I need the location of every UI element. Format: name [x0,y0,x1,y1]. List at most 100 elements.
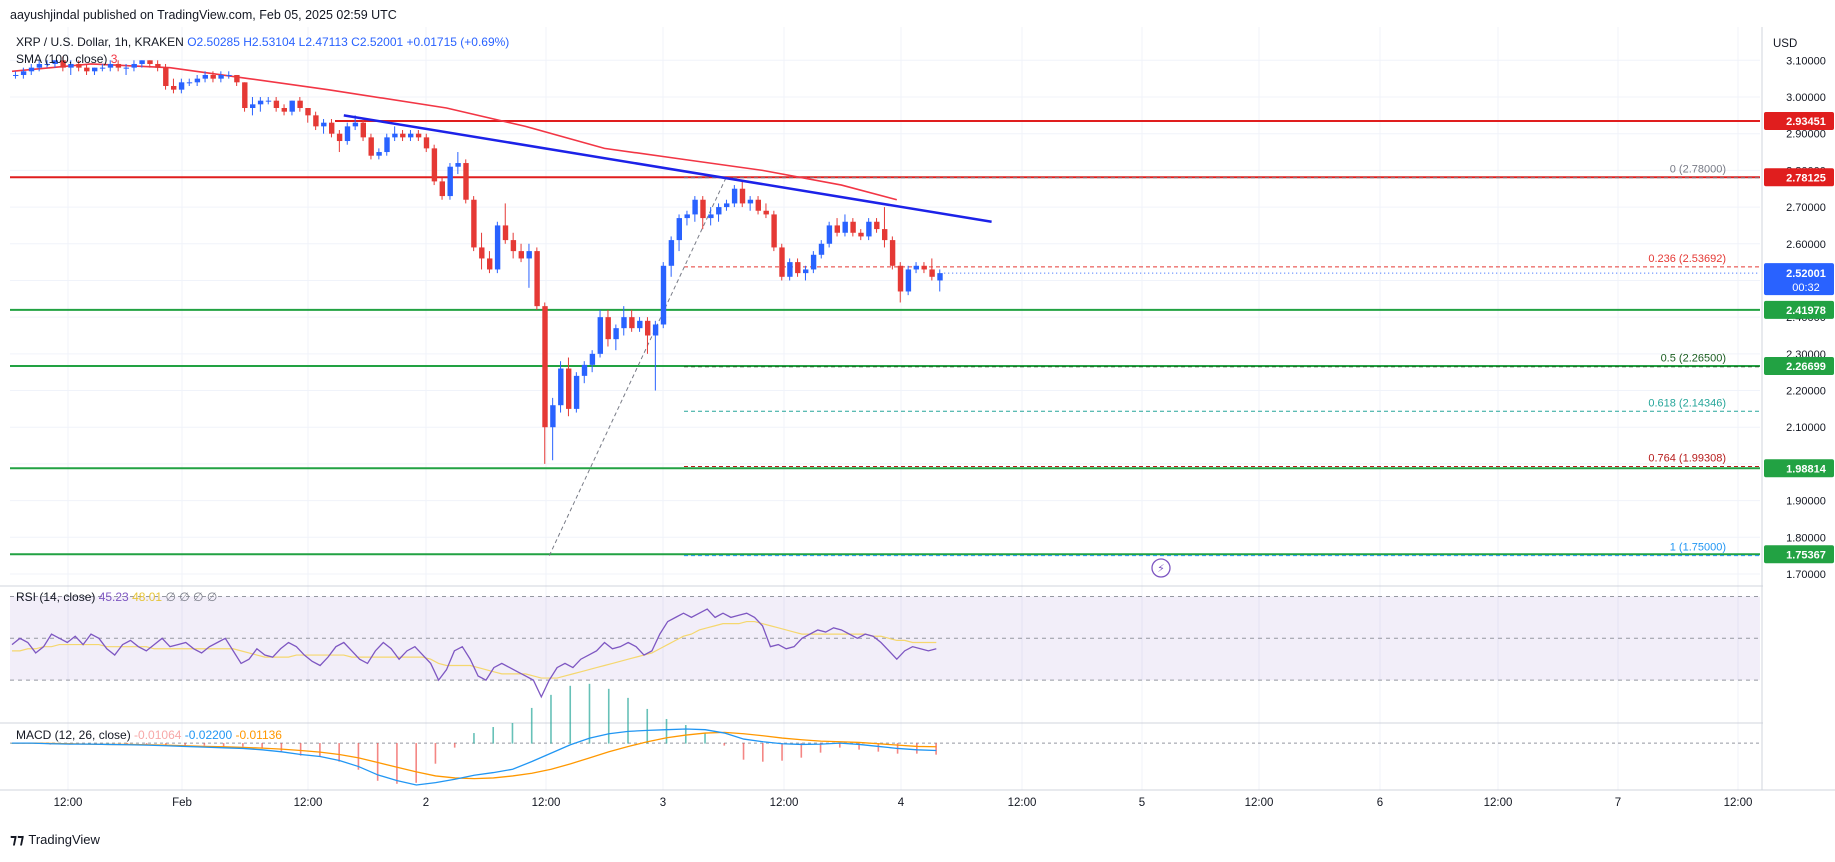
candle [534,247,540,310]
candle [763,203,769,219]
macd-hist-bar [704,733,706,744]
price-axis: 3.100003.000002.900002.800002.700002.600… [944,27,1835,790]
candle [810,251,817,274]
price-tick-label: 3.00000 [1786,92,1826,104]
candle [147,60,153,68]
time-tick-label: 12:00 [1724,797,1753,809]
lightning-icon-glyph: ⚡ [1157,563,1165,575]
price-tick-label: 2.90000 [1786,129,1826,141]
candle-body [645,320,651,336]
candle-body [566,368,572,409]
candle [297,97,303,112]
time-tick-label: 2 [423,797,429,809]
candle [779,243,785,281]
candle [526,243,532,288]
macd-hist-bar [781,743,783,761]
publisher-line: aayushjindal published on TradingView.co… [10,8,397,22]
candle [803,265,809,281]
candle-body [171,85,177,90]
candle [163,63,169,90]
macd-hist-bar [723,743,726,746]
candle [676,214,682,252]
macd-hist-bar [492,727,495,744]
candle [44,60,50,68]
tradingview-logo-icon: ⁊⁊ [10,831,25,847]
candle [20,67,27,79]
candle-body [716,207,722,215]
time-tick-label: 6 [1377,797,1383,809]
rsi-band [10,595,1760,681]
time-tick-label: 12:00 [770,797,799,809]
candle [826,221,833,248]
macd-hist-bar [588,683,591,744]
candle-body [360,122,366,138]
candle-body [739,188,746,204]
macd-hist-bar [338,743,340,762]
candle-body [329,122,335,134]
sma-value: 3 [110,52,118,66]
candle-body [20,71,27,75]
candle-body [344,126,351,142]
candle-body [708,214,714,219]
price-tag-label: 2.93451 [1786,116,1826,128]
price-tag-support: 2.41978 [1764,300,1834,319]
candle [866,218,872,241]
macd-value: -0.02200 [184,728,233,742]
macd-legend[interactable]: MACD (12, 26, close) -0.01064 -0.02200 -… [16,728,282,742]
candle [171,78,177,94]
candle-body [439,181,445,197]
candle [597,309,603,358]
candle-body [289,100,295,112]
currency-label[interactable]: USD [1773,38,1798,50]
candle-body [202,74,208,79]
candle-body [810,254,817,270]
candle [613,324,619,351]
sma-legend[interactable]: SMA (100, close) 3 [16,52,117,66]
candle [921,262,927,274]
candle [692,196,698,222]
candle [795,258,801,277]
candle-body [882,229,888,241]
macd-hist-bar [184,743,186,746]
candle-body [131,63,137,68]
fib-label-0.618: 0.618 (2.14346) [1648,397,1726,409]
symbol-legend[interactable]: XRP / U.S. Dollar, 1h, KRAKEN O2.50285 H… [16,35,509,49]
price-tick-label: 1.80000 [1786,532,1826,544]
time-tick-label: 12:00 [1008,797,1037,809]
candle [755,196,761,215]
tradingview-logo[interactable]: ⁊⁊ TradingView [10,831,100,848]
macd-hist-bar [800,743,803,758]
candle [494,221,501,274]
candle [834,218,840,237]
candle-body [226,74,232,76]
candle [905,265,912,296]
candle-body [463,163,469,200]
candle [273,97,280,112]
candle-body [913,265,919,270]
candle [226,71,232,79]
candle [455,152,461,175]
candle-body [76,63,82,68]
macd-hist-bar [646,708,649,744]
candle [131,60,137,72]
candle [645,317,651,354]
macd-hist-bar [550,694,552,744]
candle-body [297,100,303,109]
candle [84,63,90,75]
rsi-legend[interactable]: RSI (14, close) 45.23 48.01 ∅ ∅ ∅ ∅ [16,590,217,604]
candle-body [637,320,643,329]
candle-body [186,82,193,84]
candle-body [44,63,50,65]
candle [250,97,256,116]
candle-body [336,133,343,142]
candle-body [123,67,129,69]
candle-body [929,269,935,277]
candle-body [194,78,201,83]
price-tag-resistance: 2.93451 [1764,112,1834,131]
candle [929,258,935,281]
candle-body [921,265,927,270]
candle-body [889,240,896,266]
candle [218,71,224,83]
